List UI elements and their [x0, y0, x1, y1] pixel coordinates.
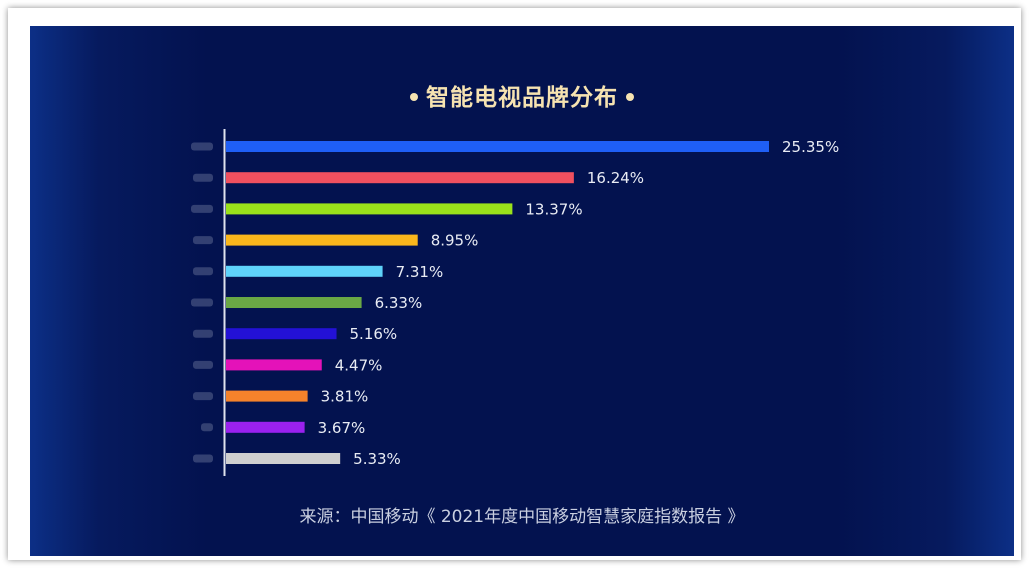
data-label: 4.47% [335, 356, 383, 374]
data-label: 7.31% [396, 263, 444, 281]
bar-chart: 25.35% 16.24% 13.37% 8.95% 7.31% 6.33% 5.16% 4.… [191, 129, 839, 476]
chart-panel: 智能电视品牌分布 25.35% 16.24% 13.37% 8.95% 7.31% 6.3… [30, 26, 1014, 556]
category-label-blurred [201, 423, 213, 432]
title-bullet-left-icon [410, 92, 418, 101]
bar [226, 141, 769, 152]
bar [226, 390, 308, 402]
category-label-blurred [191, 298, 213, 307]
bar [226, 359, 322, 371]
category-label-blurred [191, 204, 213, 213]
category-label-blurred [191, 142, 213, 151]
data-label: 5.16% [350, 325, 398, 343]
bar [226, 203, 513, 215]
bar [226, 172, 574, 184]
bar [226, 265, 383, 277]
data-label: 8.95% [431, 232, 479, 250]
category-label-blurred [193, 173, 213, 182]
category-label-blurred [193, 392, 213, 401]
data-label: 6.33% [375, 294, 423, 312]
data-label: 5.33% [353, 450, 401, 468]
image-frame: 智能电视品牌分布 25.35% 16.24% 13.37% 8.95% 7.31% 6.3… [8, 8, 1021, 560]
category-label-blurred [193, 329, 213, 338]
data-label: 3.67% [318, 419, 366, 437]
source-note: 来源：中国移动《 2021年度中国移动智慧家庭指数报告 》 [299, 507, 745, 527]
data-label: 16.24% [587, 169, 644, 187]
category-label-blurred [193, 360, 213, 369]
category-label-blurred [193, 236, 213, 245]
chart-title-row: 智能电视品牌分布 [30, 78, 1014, 112]
title-bullet-right-icon [626, 92, 634, 101]
category-label-blurred [193, 267, 213, 276]
data-label: 25.35% [782, 138, 839, 156]
bar [226, 421, 305, 433]
bar [226, 328, 337, 340]
category-label-blurred [193, 454, 213, 463]
bar [226, 234, 418, 246]
data-label: 3.81% [321, 388, 369, 406]
chart-title: 智能电视品牌分布 [426, 85, 618, 111]
bar [226, 297, 362, 308]
data-label: 13.37% [525, 200, 582, 218]
bar [226, 453, 341, 464]
